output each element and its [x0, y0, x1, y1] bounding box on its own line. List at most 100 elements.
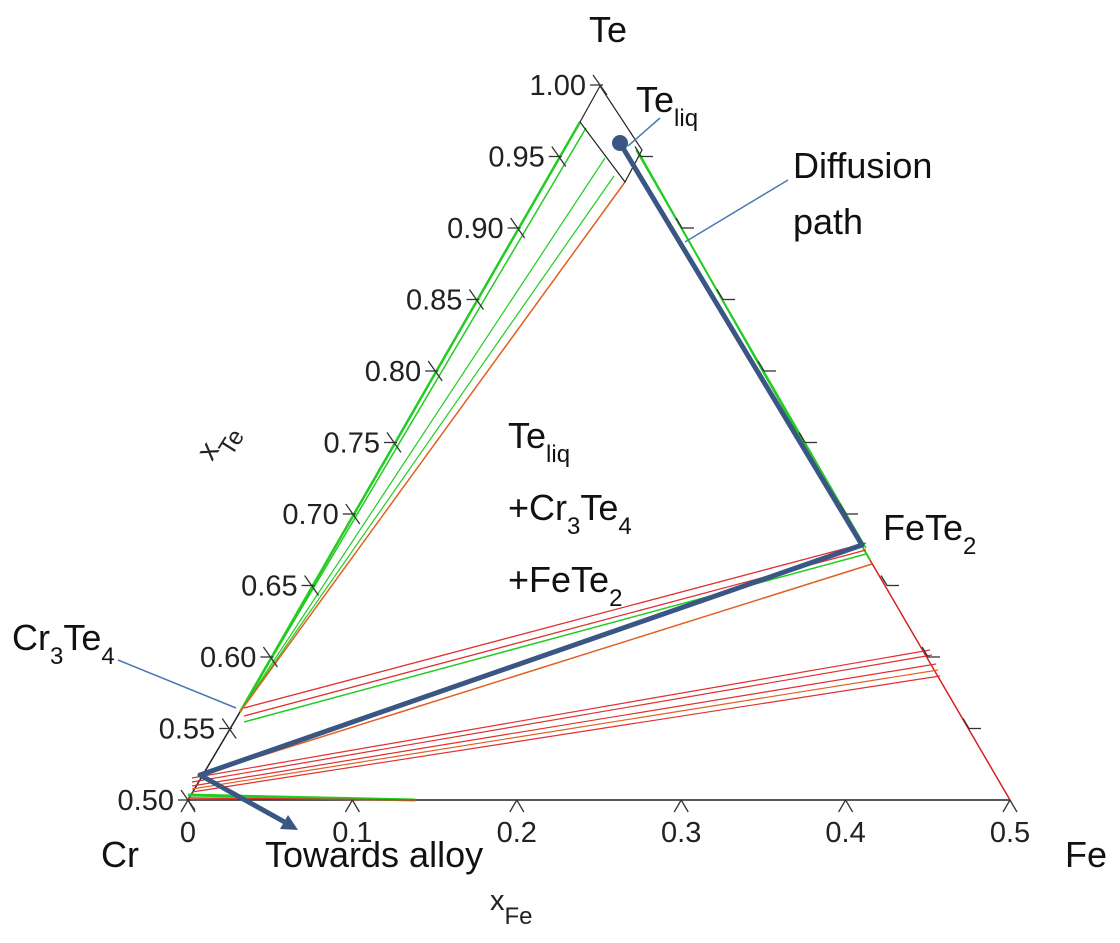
- subscript: Fe: [505, 903, 533, 930]
- tick-mark: [921, 646, 929, 658]
- tick-mark: [345, 503, 361, 525]
- left-tick-label: 0.55: [159, 714, 215, 746]
- text-part: +FeTe: [508, 559, 609, 600]
- left-tick-label: 0.80: [365, 356, 421, 388]
- tick-mark: [592, 74, 608, 96]
- bottom-tick-label: 0.4: [825, 817, 865, 849]
- region-label: +Cr3Te4: [508, 487, 632, 540]
- tie-red: [243, 542, 867, 709]
- edge-red: [869, 559, 1011, 801]
- tie-red: [191, 675, 941, 793]
- subscript: 2: [609, 585, 622, 612]
- tick-mark: [716, 289, 724, 300]
- tie-green: [239, 127, 587, 713]
- bottom-tick-label: 0.5: [990, 817, 1030, 849]
- tick-mark: [634, 146, 642, 157]
- tie-green: [239, 157, 606, 713]
- tick-mark: [221, 718, 237, 739]
- bottom-tick-label: 0.3: [661, 817, 701, 849]
- tick-mark: [757, 360, 765, 372]
- tie-red: [187, 797, 416, 801]
- tick-mark: [675, 217, 683, 229]
- x-axis-label: xFe: [490, 885, 533, 930]
- text-part: Te: [508, 415, 546, 456]
- liquid-region: [579, 84, 643, 184]
- phase-lines: [187, 84, 1011, 802]
- tick-mark: [516, 799, 525, 813]
- left-tick-label: 0.60: [200, 642, 256, 674]
- pointer: [117, 659, 237, 709]
- path-arrowhead: [280, 815, 298, 830]
- bottom-tick-label: 0.1: [332, 817, 372, 849]
- tick-mark: [510, 217, 526, 239]
- path-start: [612, 135, 628, 151]
- tick-mark: [468, 289, 484, 310]
- left-tick-label: 0.70: [282, 499, 338, 531]
- text-part: x: [490, 885, 505, 917]
- tick-mark: [962, 718, 970, 729]
- tick-marks: [178, 74, 1018, 813]
- tick-mark: [838, 799, 847, 813]
- corner-top: Te: [589, 9, 627, 50]
- tick-mark: [262, 646, 278, 668]
- tick-mark: [680, 799, 689, 813]
- tick-mark: [798, 432, 806, 443]
- text-part: Te: [636, 79, 674, 120]
- region-label: Teliq: [508, 415, 570, 468]
- y-axis-label: xTe: [191, 415, 250, 472]
- left-tick-label: 0.65: [241, 571, 297, 603]
- diffusion-path: [117, 117, 865, 830]
- text-part: Te: [580, 487, 618, 528]
- tick-mark: [427, 360, 443, 382]
- towards-alloy: Towards alloy: [265, 834, 483, 875]
- path-line: [197, 141, 865, 828]
- text-part: Te: [63, 617, 101, 658]
- bottom-tick-label: 0.2: [497, 817, 537, 849]
- diffusion-path-label: Diffusion: [793, 145, 932, 186]
- pointer: [627, 117, 661, 147]
- tie-red: [191, 649, 931, 779]
- tick-mark: [351, 799, 360, 813]
- tick-mark: [880, 575, 888, 586]
- tie-orange: [191, 669, 939, 790]
- corner-left: Cr: [101, 834, 139, 875]
- tie-red: [191, 654, 933, 783]
- region-label: +FeTe2: [508, 559, 622, 612]
- edge-green: [238, 121, 582, 713]
- subscript: 2: [963, 533, 976, 560]
- corner-right: Fe: [1065, 834, 1107, 875]
- diffusion-path-label: path: [793, 201, 863, 242]
- pointer: [684, 179, 789, 243]
- tick-mark: [551, 146, 567, 167]
- subscript: 3: [50, 643, 63, 670]
- tick-mark: [304, 575, 320, 596]
- tie-green: [239, 175, 615, 713]
- left-tick-label: 0.95: [488, 142, 544, 174]
- left-tick-label: 0.90: [447, 213, 503, 245]
- left-tick-label: 0.50: [118, 785, 174, 817]
- tick-mark: [509, 799, 518, 813]
- left-tick-label: 0.85: [406, 285, 462, 317]
- tick-mark: [386, 432, 402, 453]
- text-part: Cr: [12, 617, 50, 658]
- text-part: +Cr: [508, 487, 567, 528]
- tick-mark: [1002, 799, 1011, 813]
- tick-mark: [845, 799, 854, 813]
- text-part: FeTe: [883, 507, 963, 548]
- tick-mark: [180, 799, 189, 813]
- tick-mark: [187, 799, 196, 813]
- fete2-label: FeTe2: [883, 507, 976, 560]
- subscript: liq: [674, 105, 698, 132]
- tick-mark: [344, 799, 353, 813]
- subscript: liq: [546, 441, 570, 468]
- tick-mark: [1009, 799, 1018, 813]
- subscript: 3: [567, 513, 580, 540]
- cr3te4-label: Cr3Te4: [12, 617, 115, 670]
- tick-mark: [673, 799, 682, 813]
- bottom-tick-label: 0: [180, 817, 196, 849]
- subscript: 4: [618, 513, 631, 540]
- tie-orange: [239, 181, 626, 713]
- left-tick-label: 1.00: [530, 70, 586, 102]
- tie-red: [191, 663, 937, 787]
